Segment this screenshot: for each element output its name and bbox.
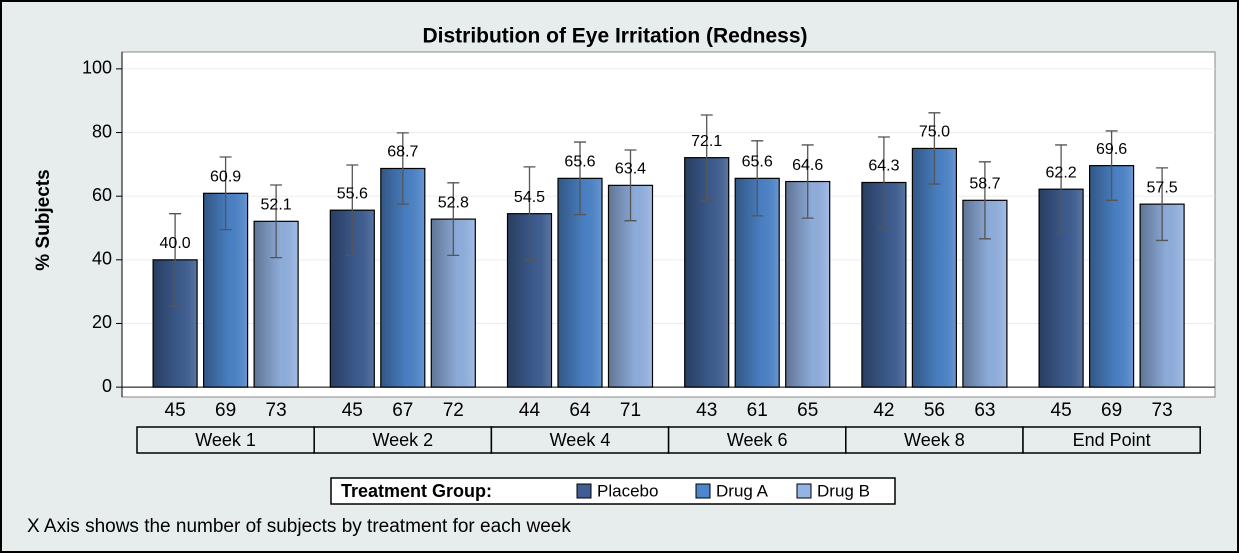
group-box (667, 426, 847, 454)
legend-label: Drug A (716, 481, 769, 500)
error-bar (978, 161, 991, 240)
data-label: 60.9 (210, 169, 241, 186)
count-label: 65 (797, 400, 818, 421)
x-tick-label: Week 2 (372, 430, 433, 450)
error-bar (700, 114, 713, 201)
count-label: 64 (569, 400, 591, 421)
count-label: 56 (924, 400, 945, 421)
error-bar (447, 182, 460, 257)
y-tick-label: 100 (82, 58, 112, 78)
x-tick-label: Week 8 (904, 430, 965, 450)
y-tick-label: 20 (92, 312, 112, 332)
error-bar (1055, 144, 1068, 235)
data-label: 52.1 (261, 197, 292, 214)
data-label: 52.8 (438, 194, 469, 211)
y-axis-label: % Subjects (33, 169, 54, 270)
count-label: 63 (974, 400, 995, 421)
error-bar (219, 156, 232, 231)
error-bar (396, 132, 409, 205)
legend-label: Drug B (817, 481, 870, 500)
data-label: 69.6 (1096, 141, 1127, 158)
group-box (136, 426, 315, 454)
bar-shading (785, 180, 831, 388)
data-label: 64.6 (792, 157, 823, 174)
y-tick-label: 0 (102, 376, 112, 396)
count-label: 45 (1051, 400, 1072, 421)
count-label: 45 (165, 400, 186, 421)
data-label: 54.5 (514, 189, 545, 206)
count-label: 42 (873, 400, 894, 421)
data-label: 65.6 (564, 154, 595, 171)
footnote: X Axis shows the number of subjects by t… (27, 516, 571, 537)
count-label: 69 (215, 400, 236, 421)
count-label: 73 (266, 400, 287, 421)
count-label: 71 (620, 400, 641, 421)
error-bar (751, 140, 764, 217)
data-label: 64.3 (868, 158, 899, 175)
x-tick-label: Week 1 (195, 430, 256, 450)
count-label: 44 (519, 400, 541, 421)
error-bar (346, 164, 359, 257)
x-tick-label: Week 4 (550, 430, 611, 450)
data-label: 68.7 (387, 144, 418, 161)
group-box (1022, 426, 1201, 454)
legend-label: Placebo (597, 481, 658, 500)
error-bar (169, 213, 182, 307)
data-label: 55.6 (337, 185, 368, 202)
y-tick-label: 60 (92, 185, 112, 205)
error-bar (877, 136, 890, 229)
error-bar (624, 149, 637, 222)
data-label: 75.0 (919, 124, 950, 141)
legend-title: Treatment Group: (341, 481, 492, 501)
error-bar (1156, 167, 1169, 242)
bar-shading (911, 147, 958, 388)
error-bar (523, 166, 536, 262)
x-tick-label: Week 6 (727, 430, 788, 450)
x-tick-label: End Point (1073, 430, 1151, 450)
data-label: 57.5 (1147, 179, 1178, 196)
data-label: 62.2 (1046, 164, 1077, 181)
chart-title: Distribution of Eye Irritation (Redness) (422, 25, 807, 48)
error-bar (270, 184, 283, 259)
y-tick-label: 80 (92, 121, 112, 141)
count-label: 45 (342, 400, 363, 421)
count-label: 61 (747, 400, 768, 421)
data-label: 40.0 (160, 235, 191, 252)
legend-swatch (695, 483, 711, 499)
count-label: 73 (1152, 400, 1173, 421)
error-bar (928, 112, 941, 185)
bar-shading (380, 167, 426, 388)
y-tick-label: 40 (92, 249, 112, 269)
data-label: 65.6 (742, 154, 773, 171)
legend-swatch (576, 483, 592, 499)
error-bar (801, 144, 814, 219)
error-bar (574, 141, 586, 216)
legend-swatch (796, 483, 812, 499)
count-label: 67 (392, 400, 413, 421)
plot-area (121, 51, 1216, 398)
error-bar (1105, 130, 1118, 201)
data-label: 58.7 (969, 176, 1000, 193)
data-label: 63.4 (615, 161, 646, 178)
group-box (490, 426, 670, 454)
count-label: 72 (443, 400, 464, 421)
data-label: 72.1 (691, 133, 722, 150)
count-label: 43 (696, 400, 717, 421)
count-label: 69 (1101, 400, 1122, 421)
